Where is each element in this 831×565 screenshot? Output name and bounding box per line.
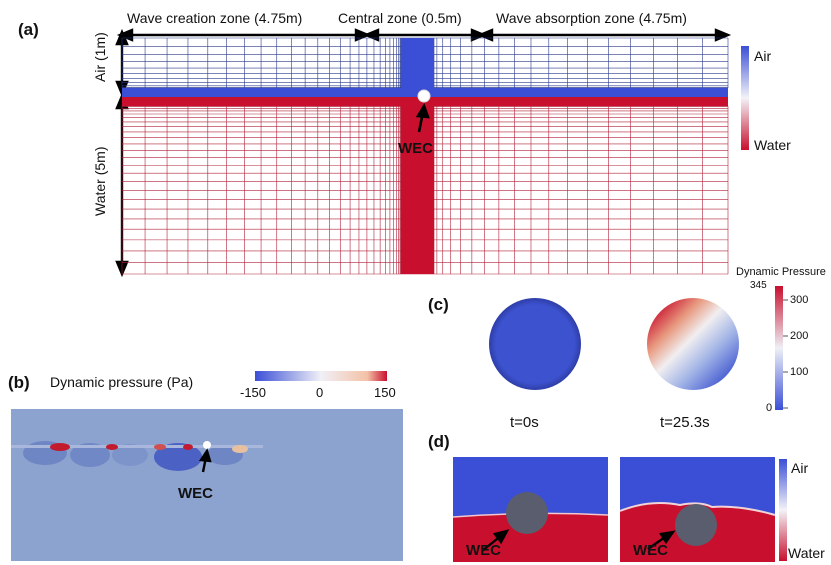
sphere-t25	[647, 298, 739, 390]
colorbar-b-max: 150	[374, 385, 396, 400]
wec-label-a: WEC	[398, 140, 433, 157]
wec-arrow-a	[415, 102, 430, 133]
colorbar-c-100: 100	[790, 366, 809, 378]
air-depth-label: Air (1m)	[92, 32, 108, 82]
wec-pressure-spheres	[489, 286, 788, 410]
pressure-field	[11, 371, 403, 561]
wec-marker-a	[417, 89, 431, 103]
panel-b-label: (b)	[8, 373, 30, 392]
time-label-t25: t=25.3s	[660, 414, 710, 431]
pressure-blobs	[11, 441, 263, 471]
zone-creation-label: Wave creation zone (4.75m)	[127, 10, 303, 26]
wec-label-d-left: WEC	[466, 542, 501, 559]
time-label-t0: t=0s	[510, 414, 539, 431]
legend-d-air: Air	[791, 460, 809, 476]
colorbar-c-title: Dynamic Pressure	[736, 266, 826, 278]
zone-central-label: Central zone (0.5m)	[338, 10, 462, 26]
colorbar-b	[255, 371, 387, 381]
zone-arrows	[116, 28, 732, 42]
wec-arrow-b	[198, 448, 212, 473]
sphere-t0	[489, 298, 581, 390]
pressure-background	[11, 409, 403, 561]
panel-c-label: (c)	[428, 295, 449, 314]
water-depth-label: Water (5m)	[92, 146, 108, 216]
legend-d-water: Water	[788, 545, 825, 561]
panel-b-title: Dynamic pressure (Pa)	[50, 374, 194, 390]
wec-label-d-right: WEC	[633, 542, 668, 559]
colorbar-b-min: -150	[240, 385, 267, 400]
colorbar-c-0: 0	[766, 402, 773, 414]
zone-absorption-label: Wave absorption zone (4.75m)	[496, 10, 687, 26]
colorbar-c-200: 200	[790, 330, 809, 342]
wec-snapshots	[452, 457, 787, 562]
colorbar-c	[775, 286, 783, 410]
wec-arrow-d-right	[647, 530, 676, 550]
wec-arrow-d-left	[481, 529, 510, 552]
legend-a-water: Water	[754, 137, 791, 153]
colorbar-c-300: 300	[790, 294, 809, 306]
colorbar-b-mid: 0	[316, 385, 324, 400]
wec-body-left	[506, 492, 548, 534]
legend-bar-d	[779, 459, 787, 561]
legend-bar-a	[741, 46, 749, 150]
wec-marker-b	[203, 441, 211, 449]
panel-a-label: (a)	[18, 20, 39, 39]
colorbar-c-max: 345	[750, 280, 767, 291]
mesh-diagram	[115, 28, 749, 278]
panel-d-label: (d)	[428, 432, 450, 451]
wec-label-b: WEC	[178, 485, 213, 502]
legend-a-air: Air	[754, 48, 772, 64]
snapshot-left-water	[453, 513, 608, 562]
wec-body-right	[675, 504, 717, 546]
